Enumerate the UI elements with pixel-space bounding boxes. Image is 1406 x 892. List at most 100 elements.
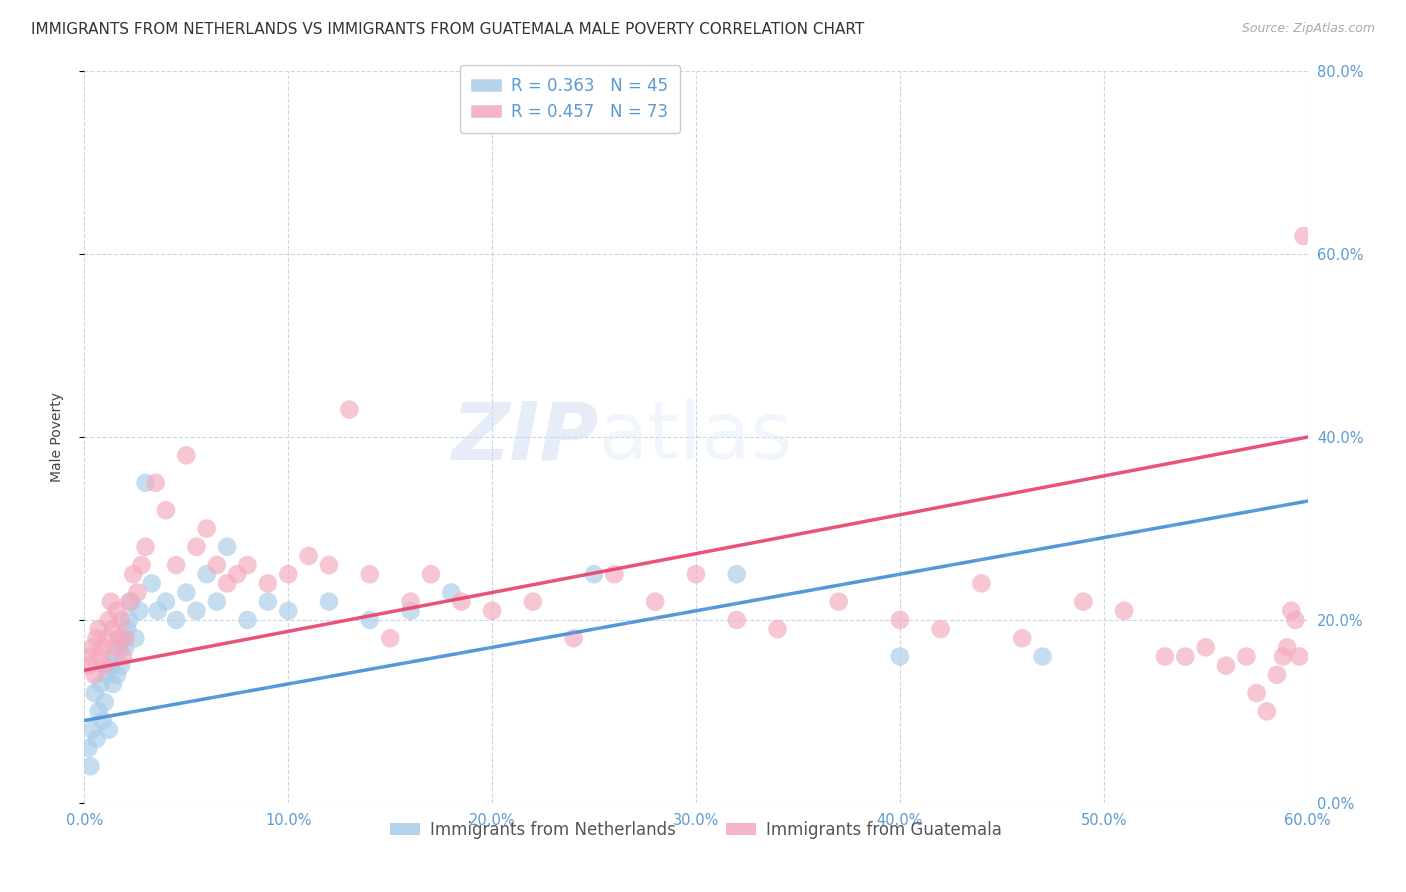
Point [929, 622, 952, 636]
Point [79, 649, 101, 664]
Point [165, 613, 187, 627]
Point [104, 649, 127, 664]
Point [298, 549, 321, 563]
Point [217, 540, 239, 554]
Point [174, 585, 197, 599]
Point [1277, 640, 1299, 655]
Point [889, 649, 911, 664]
Point [450, 594, 472, 608]
Point [970, 576, 993, 591]
Point [481, 604, 503, 618]
Point [889, 613, 911, 627]
Point [359, 567, 381, 582]
Point [86, 632, 108, 646]
Point [91, 714, 114, 728]
Point [318, 558, 340, 573]
Point [79, 759, 101, 773]
Point [155, 503, 177, 517]
Point [195, 521, 218, 535]
Point [257, 576, 280, 591]
Point [114, 632, 136, 646]
Point [603, 567, 626, 582]
Text: atlas: atlas [598, 398, 793, 476]
Point [165, 558, 187, 573]
Point [82, 723, 104, 737]
Point [1011, 632, 1033, 646]
Point [110, 658, 132, 673]
Point [725, 567, 748, 582]
Point [1272, 649, 1295, 664]
Point [685, 567, 707, 582]
Point [1284, 613, 1306, 627]
Point [114, 640, 136, 655]
Point [583, 567, 606, 582]
Point [1174, 649, 1197, 664]
Point [1288, 649, 1310, 664]
Point [83, 686, 105, 700]
Point [1215, 658, 1237, 673]
Text: IMMIGRANTS FROM NETHERLANDS VS IMMIGRANTS FROM GUATEMALA MALE POVERTY CORRELATIO: IMMIGRANTS FROM NETHERLANDS VS IMMIGRANT… [31, 22, 865, 37]
Point [82, 640, 104, 655]
Point [145, 475, 167, 490]
Point [97, 723, 120, 737]
Point [725, 613, 748, 627]
Point [217, 576, 239, 591]
Point [83, 667, 105, 681]
Point [96, 667, 118, 681]
Point [124, 632, 146, 646]
Point [828, 594, 851, 608]
Point [87, 622, 110, 636]
Point [277, 604, 299, 618]
Point [205, 594, 228, 608]
Text: Source: ZipAtlas.com: Source: ZipAtlas.com [1241, 22, 1375, 36]
Point [1195, 640, 1218, 655]
Point [108, 632, 131, 646]
Point [87, 705, 110, 719]
Text: ZIP: ZIP [451, 398, 598, 476]
Point [128, 604, 150, 618]
Y-axis label: Male Poverty: Male Poverty [49, 392, 63, 482]
Point [1114, 604, 1136, 618]
Point [562, 632, 585, 646]
Point [1246, 686, 1268, 700]
Point [101, 677, 124, 691]
Point [1154, 649, 1177, 664]
Point [131, 558, 153, 573]
Point [100, 594, 122, 608]
Point [104, 640, 127, 655]
Point [112, 632, 135, 646]
Point [440, 585, 463, 599]
Point [186, 540, 208, 554]
Point [122, 567, 145, 582]
Point [90, 677, 112, 691]
Point [205, 558, 228, 573]
Point [277, 567, 299, 582]
Point [112, 649, 135, 664]
Point [105, 604, 128, 618]
Point [101, 622, 124, 636]
Point [399, 604, 422, 618]
Point [318, 594, 340, 608]
Point [226, 567, 249, 582]
Point [115, 622, 138, 636]
Point [236, 558, 259, 573]
Point [110, 613, 132, 627]
Point [93, 658, 115, 673]
Point [1236, 649, 1258, 664]
Point [1292, 229, 1315, 244]
Point [522, 594, 544, 608]
Point [105, 667, 128, 681]
Point [108, 640, 131, 655]
Point [135, 475, 157, 490]
Point [93, 695, 115, 709]
Point [1265, 667, 1288, 681]
Point [1032, 649, 1054, 664]
Point [1279, 604, 1302, 618]
Point [146, 604, 169, 618]
Point [399, 594, 422, 608]
Point [236, 613, 259, 627]
Point [118, 594, 141, 608]
Point [644, 594, 666, 608]
Point [96, 632, 118, 646]
Point [155, 594, 177, 608]
